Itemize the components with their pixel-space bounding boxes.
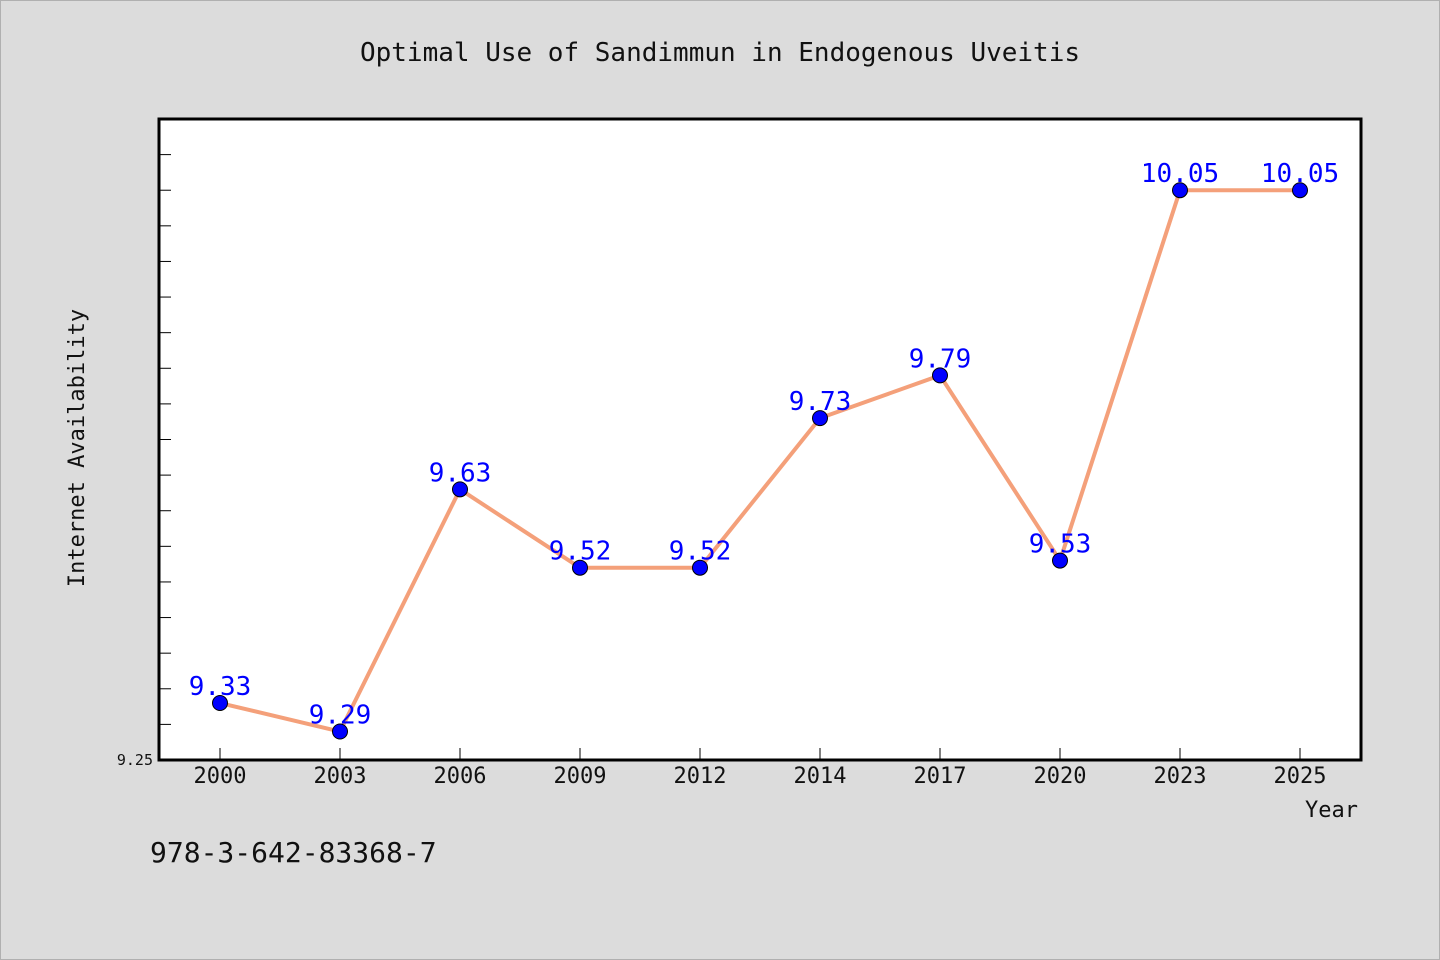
data-point bbox=[572, 559, 588, 576]
data-point bbox=[1292, 182, 1308, 199]
x-tick-label: 2012 bbox=[674, 764, 727, 789]
chart-title: Optimal Use of Sandimmun in Endogenous U… bbox=[360, 38, 1080, 68]
data-label: 9.52 bbox=[549, 537, 612, 567]
data-label: 9.33 bbox=[189, 672, 252, 702]
data-point bbox=[332, 723, 348, 740]
data-label: 9.52 bbox=[669, 537, 732, 567]
x-tick-label: 2025 bbox=[1274, 764, 1327, 789]
data-point bbox=[812, 410, 828, 427]
data-label: 9.63 bbox=[429, 458, 492, 488]
data-point bbox=[1052, 552, 1068, 569]
x-tick-label: 2023 bbox=[1154, 764, 1207, 789]
x-tick-label: 2000 bbox=[194, 764, 247, 789]
data-point bbox=[452, 481, 468, 498]
data-label: 9.79 bbox=[909, 344, 972, 374]
data-label: 9.29 bbox=[309, 701, 372, 731]
x-tick-label: 2020 bbox=[1034, 764, 1087, 789]
y-tick-label: 9.25 bbox=[117, 751, 153, 769]
plot-area bbox=[157, 117, 1363, 762]
data-label: 10.05 bbox=[1261, 159, 1339, 189]
data-label: 9.73 bbox=[789, 387, 852, 417]
x-tick-label: 2003 bbox=[314, 764, 367, 789]
data-label: 10.05 bbox=[1141, 159, 1219, 189]
data-point bbox=[1172, 182, 1188, 199]
data-label: 9.53 bbox=[1029, 530, 1092, 560]
series-layer: 9.33 9.29 9.63 9.52 9.52 9.73 9.79 9.53 10.05 10.… bbox=[189, 159, 1339, 740]
data-point bbox=[932, 367, 948, 384]
x-tick-label: 2017 bbox=[914, 764, 967, 789]
x-axis-title: Year bbox=[1305, 798, 1358, 823]
footer-code: 978-3-642-83368-7 bbox=[150, 836, 437, 869]
y-axis-title: Internet Availability bbox=[65, 309, 90, 587]
data-point bbox=[692, 559, 708, 576]
x-tick-label: 2006 bbox=[434, 764, 487, 789]
data-point bbox=[212, 695, 228, 712]
y-axis-ticks: 9.25 bbox=[117, 154, 171, 769]
x-tick-label: 2014 bbox=[794, 764, 847, 789]
x-tick-label: 2009 bbox=[554, 764, 607, 789]
x-axis-ticks: 2000 2003 2006 2009 2012 2014 2017 2020 2023 2025 bbox=[194, 748, 1327, 789]
series-line bbox=[218, 188, 1302, 734]
